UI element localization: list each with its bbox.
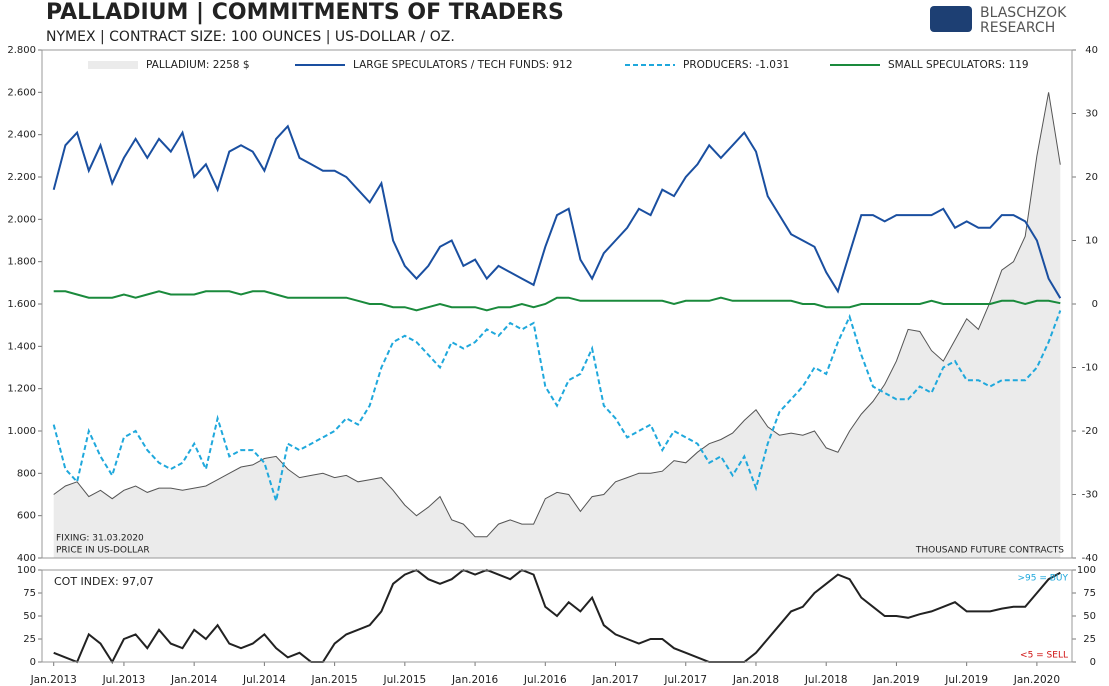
y-tick-label: 800 [17, 468, 36, 479]
y2-tick-label: 30 [1085, 109, 1098, 120]
y-tick-label: 1.200 [7, 384, 36, 395]
series-line [52, 124, 1062, 299]
price-area [53, 92, 1061, 559]
y-tick-label-right: 100 [1077, 565, 1096, 576]
chart-title: PALLADIUM | COMMITMENTS OF TRADERS [46, 0, 564, 25]
y2-tick-label: -10 [1082, 363, 1098, 374]
note: PRICE IN US-DOLLAR [56, 546, 150, 556]
y-tick-label-right: 50 [1083, 611, 1096, 622]
note: FIXING: 31.03.2020 [56, 534, 144, 544]
legend-swatch [88, 61, 138, 69]
cot-index-label: COT INDEX: 97,07 [54, 575, 154, 588]
x-tick-label: Jul.2019 [944, 674, 988, 686]
x-tick-label: Jan.2020 [1013, 674, 1060, 686]
y-tick-label: 600 [17, 511, 36, 522]
x-tick-label: Jan.2015 [310, 674, 357, 686]
series-line [53, 568, 1061, 665]
y-tick-label: 1.000 [7, 426, 36, 437]
y2-tick-label: 20 [1085, 172, 1098, 183]
x-tick-label: Jan.2019 [872, 674, 919, 686]
y-tick-label: 2.200 [7, 172, 36, 183]
logo: BLASCHZOK RESEARCH [930, 5, 1067, 36]
logo-text: BLASCHZOK [980, 5, 1067, 21]
note: THOUSAND FUTURE CONTRACTS [915, 546, 1064, 556]
plot-border [41, 569, 1073, 663]
y-tick-label: 50 [23, 611, 36, 622]
y-tick-label: 1.600 [7, 299, 36, 310]
x-tick-label: Jan.2013 [30, 674, 77, 686]
y-tick-label: 1.400 [7, 341, 36, 352]
y2-tick-label: -30 [1082, 490, 1098, 501]
y2-tick-label: 10 [1085, 236, 1098, 247]
y2-tick-label: -40 [1082, 553, 1098, 564]
buy-note: >95 = BUY [1017, 574, 1068, 584]
x-tick-label: Jul.2017 [663, 674, 707, 686]
x-tick-label: Jul.2015 [382, 674, 426, 686]
legend-label: PALLADIUM: 2258 $ [146, 59, 250, 71]
y-tick-label: 75 [23, 588, 36, 599]
x-tick-label: Jan.2016 [451, 674, 499, 686]
y-tick-label-right: 25 [1083, 634, 1096, 645]
y-tick-label-right: 0 [1090, 657, 1096, 668]
legend-label: SMALL SPECULATORS: 119 [888, 59, 1029, 71]
x-tick-label: Jan.2018 [732, 674, 779, 686]
y2-tick-label: 0 [1092, 299, 1098, 310]
x-tick-label: Jan.2014 [170, 674, 218, 686]
y-tick-label: 1.800 [7, 257, 36, 268]
x-tick-label: Jul.2016 [523, 674, 567, 686]
y-tick-label: 400 [17, 553, 36, 564]
x-tick-label: Jul.2013 [102, 674, 146, 686]
series-line [53, 290, 1061, 312]
plot-border [41, 49, 1073, 559]
y2-tick-label: 40 [1085, 45, 1098, 56]
chart-subtitle: NYMEX | CONTRACT SIZE: 100 OUNCES | US-D… [46, 29, 455, 45]
logo-mark [930, 6, 972, 32]
sell-note: <5 = SELL [1020, 651, 1068, 661]
series-line [53, 92, 1061, 538]
y-tick-label: 2.600 [7, 87, 36, 98]
y-tick-label: 2.000 [7, 214, 36, 225]
y-tick-label-right: 75 [1083, 588, 1096, 599]
y2-tick-label: -20 [1082, 426, 1098, 437]
legend-label: PRODUCERS: -1.031 [683, 59, 789, 71]
logo-text: RESEARCH [980, 20, 1055, 36]
y-tick-label: 100 [17, 565, 36, 576]
y-tick-label: 25 [23, 634, 36, 645]
y-tick-label: 2.800 [7, 45, 36, 56]
y-tick-label: 0 [30, 657, 36, 668]
x-tick-label: Jan.2017 [591, 674, 638, 686]
x-tick-label: Jul.2018 [804, 674, 848, 686]
series-line [52, 310, 1062, 502]
legend-label: LARGE SPECULATORS / TECH FUNDS: 912 [353, 59, 573, 71]
y-tick-label: 2.400 [7, 130, 36, 141]
x-tick-label: Jul.2014 [242, 674, 286, 686]
